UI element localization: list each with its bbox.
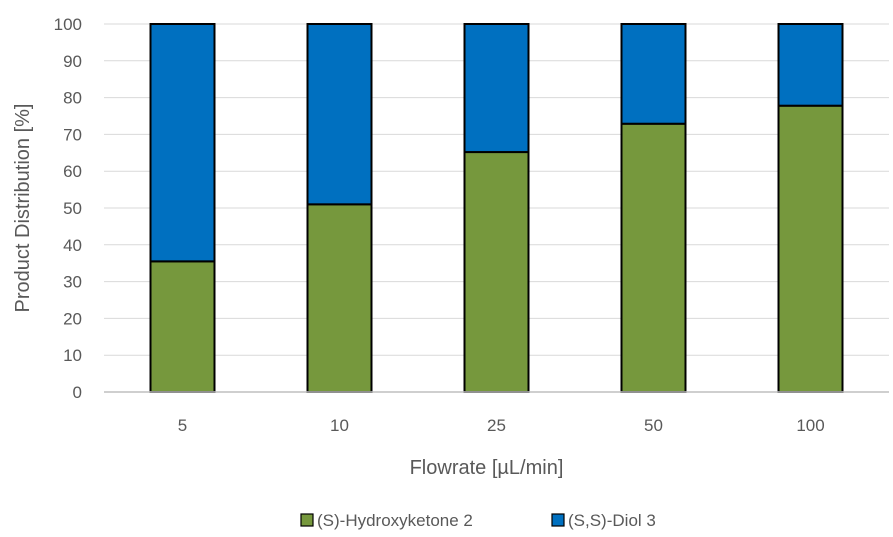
legend-swatch xyxy=(300,513,314,527)
y-tick-label: 10 xyxy=(63,346,82,365)
bar-segment-hydroxyketone xyxy=(620,122,687,393)
bar-segment-hydroxyketone xyxy=(777,104,844,393)
bar-segment-diol xyxy=(620,23,687,125)
legend-label: (S)-Hydroxyketone 2 xyxy=(317,511,473,530)
y-tick-label: 90 xyxy=(63,52,82,71)
bar-segment-hydroxyketone xyxy=(306,203,373,393)
y-tick-label: 30 xyxy=(63,273,82,292)
y-tick-label: 0 xyxy=(73,383,82,402)
bar-segment-hydroxyketone xyxy=(463,151,530,393)
bar-segment-diol xyxy=(463,23,530,154)
legend-label: (S,S)-Diol 3 xyxy=(568,511,656,530)
bar-segment-diol xyxy=(306,23,373,206)
legend: (S)-Hydroxyketone 2 (S,S)-Diol 3 xyxy=(300,511,656,530)
x-axis-title: Flowrate [µL/min] xyxy=(410,457,564,479)
x-tick-label: 100 xyxy=(796,416,824,435)
y-axis-title: Product Distribution [%] xyxy=(12,104,34,313)
x-tick-label: 5 xyxy=(178,416,187,435)
x-tick-label: 25 xyxy=(487,416,506,435)
bar-segment-diol xyxy=(777,23,844,107)
bar-segment-hydroxyketone xyxy=(149,260,216,393)
y-tick-label: 50 xyxy=(63,199,82,218)
y-tick-labels: 0 10 20 30 40 50 60 70 80 90 100 xyxy=(54,15,82,402)
legend-swatch xyxy=(551,513,565,527)
y-tick-label: 60 xyxy=(63,162,82,181)
y-tick-label: 80 xyxy=(63,89,82,108)
y-tick-label: 20 xyxy=(63,309,82,328)
y-tick-label: 100 xyxy=(54,15,82,34)
x-tick-label: 50 xyxy=(644,416,663,435)
x-tick-label: 10 xyxy=(330,416,349,435)
x-tick-labels: 5 10 25 50 100 xyxy=(178,416,825,435)
y-tick-label: 40 xyxy=(63,236,82,255)
bar-segment-diol xyxy=(149,23,216,263)
y-tick-label: 70 xyxy=(63,125,82,144)
